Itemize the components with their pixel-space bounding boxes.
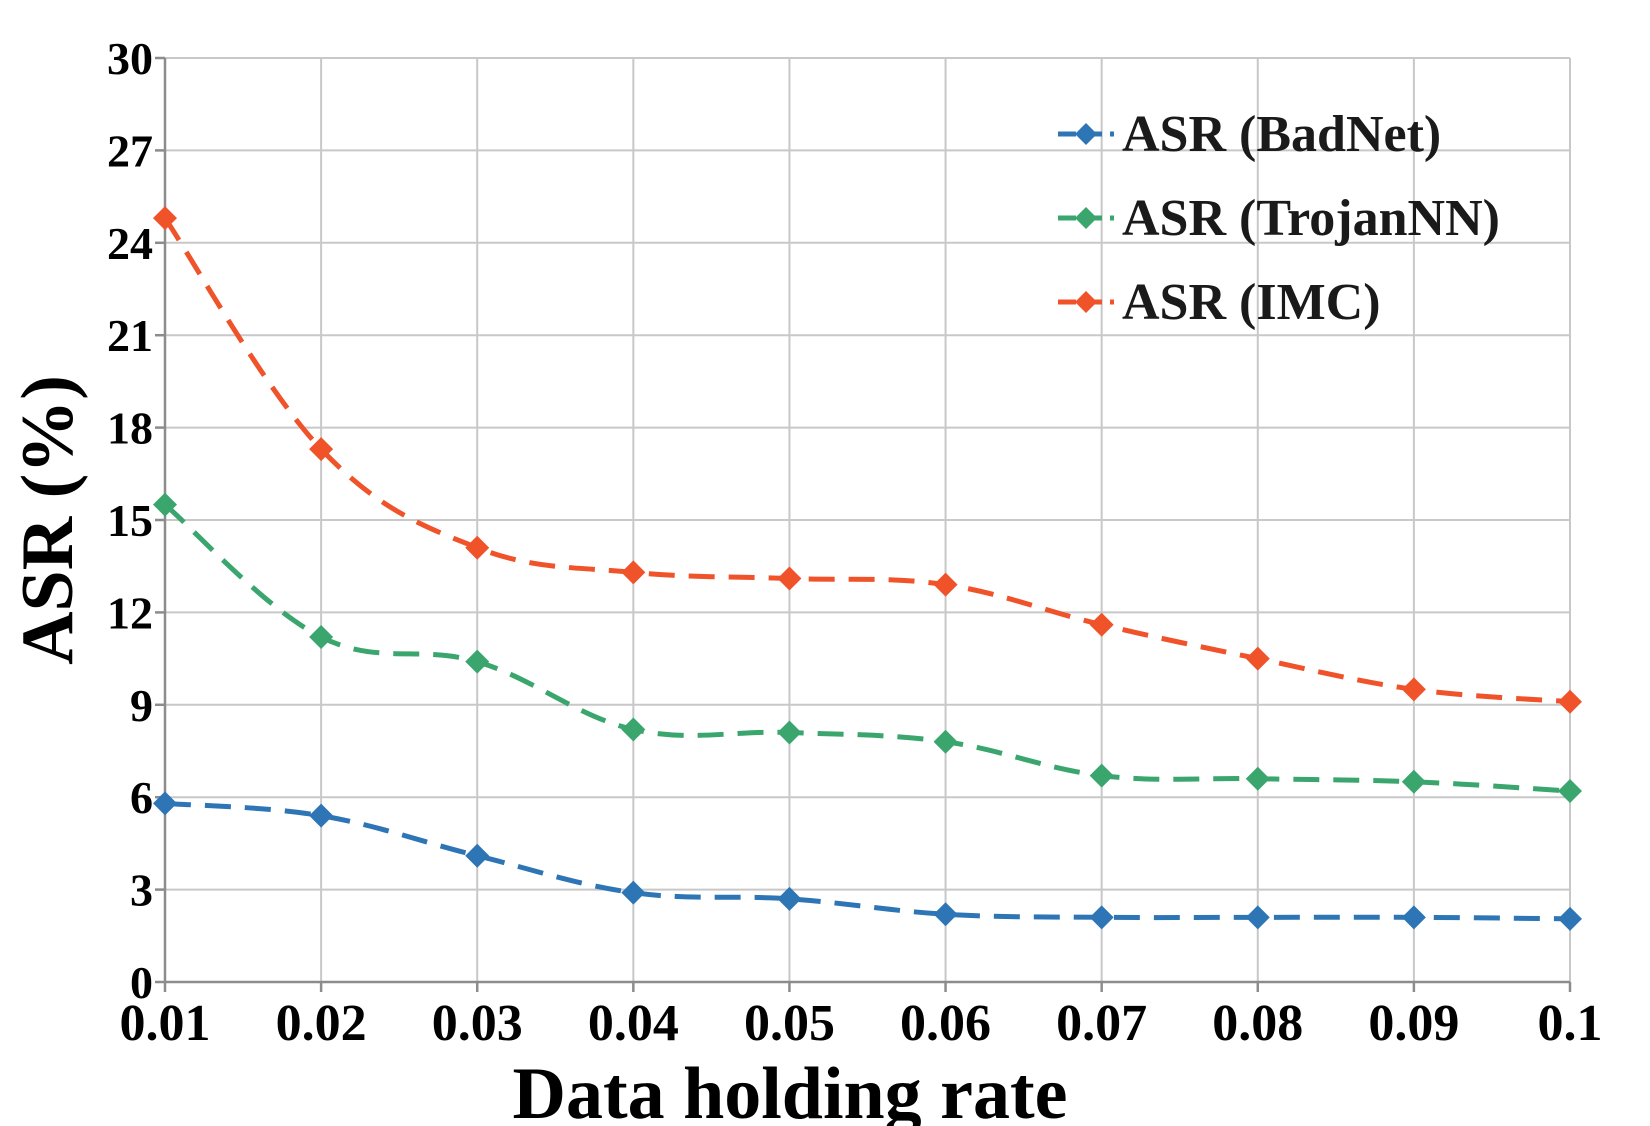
series-group bbox=[153, 206, 1582, 931]
data-point-asr-badnet bbox=[1401, 905, 1426, 930]
x-tick-label: 0.08 bbox=[1212, 995, 1303, 1052]
data-point-asr-trojannn bbox=[621, 717, 646, 742]
y-tick-label: 0 bbox=[130, 957, 153, 1008]
x-tick-label: 0.01 bbox=[120, 995, 211, 1052]
data-point-asr-badnet bbox=[1089, 905, 1114, 930]
data-point-asr-badnet bbox=[777, 886, 802, 911]
data-point-asr-imc bbox=[1245, 646, 1270, 671]
x-axis-title: Data holding rate bbox=[513, 1053, 1068, 1126]
data-point-asr-trojannn bbox=[1401, 769, 1426, 794]
series-asr-badnet bbox=[153, 791, 1582, 931]
series-asr-trojannn bbox=[153, 492, 1582, 804]
y-tick-label: 27 bbox=[107, 125, 153, 176]
data-point-asr-trojannn bbox=[1558, 779, 1582, 804]
legend-entry-asr-trojannn: ASR (TrojanNN) bbox=[1058, 190, 1500, 247]
data-point-asr-imc bbox=[777, 566, 802, 591]
x-tick-label: 0.06 bbox=[900, 995, 991, 1052]
x-tick-label: 0.1 bbox=[1538, 995, 1603, 1052]
y-tick-label: 12 bbox=[107, 587, 153, 638]
data-point-asr-imc bbox=[621, 560, 646, 585]
data-point-asr-imc bbox=[1089, 612, 1114, 637]
data-point-asr-imc bbox=[933, 572, 958, 597]
legend: ASR (BadNet) ASR (TrojanNN) ASR (IMC) bbox=[1058, 106, 1500, 331]
legend-entry-asr-imc: ASR (IMC) bbox=[1058, 274, 1381, 331]
series-asr-imc bbox=[153, 206, 1582, 714]
series-line-asr-imc bbox=[162, 216, 1571, 705]
series-line-asr-trojannn bbox=[163, 502, 1571, 794]
y-tick-label: 9 bbox=[130, 680, 153, 731]
x-tick-label: 0.04 bbox=[588, 995, 679, 1052]
data-point-asr-trojannn bbox=[309, 625, 334, 650]
data-point-asr-trojannn bbox=[1245, 766, 1270, 791]
data-point-asr-imc bbox=[153, 206, 177, 231]
y-axis-ticks: 0 3 6 9 12 15 18 21 24 27 30 bbox=[107, 33, 153, 1008]
y-tick-label: 6 bbox=[130, 772, 153, 823]
data-point-asr-badnet bbox=[153, 791, 177, 816]
data-point-asr-trojannn bbox=[777, 720, 802, 745]
legend-label: ASR (IMC) bbox=[1122, 274, 1381, 331]
y-tick-label: 21 bbox=[107, 310, 153, 361]
data-point-asr-imc bbox=[1558, 689, 1582, 714]
data-point-asr-badnet bbox=[1558, 906, 1582, 931]
legend-swatch-marker bbox=[1075, 123, 1097, 145]
data-point-asr-badnet bbox=[465, 843, 490, 868]
y-tick-label: 30 bbox=[107, 33, 153, 84]
grid-lines bbox=[165, 57, 1571, 982]
legend-swatch-marker bbox=[1075, 291, 1097, 313]
axes bbox=[155, 56, 1572, 992]
data-point-asr-badnet bbox=[309, 803, 334, 828]
y-tick-label: 18 bbox=[107, 403, 153, 454]
x-tick-label: 0.03 bbox=[432, 995, 523, 1052]
x-tick-label: 0.09 bbox=[1368, 995, 1459, 1052]
data-point-asr-trojannn bbox=[933, 729, 958, 754]
data-point-asr-trojannn bbox=[1089, 763, 1114, 788]
data-point-asr-badnet bbox=[933, 902, 958, 927]
x-tick-label: 0.05 bbox=[744, 995, 835, 1052]
data-point-asr-trojannn bbox=[153, 492, 177, 517]
data-point-asr-badnet bbox=[1245, 905, 1270, 930]
data-point-asr-imc bbox=[465, 535, 490, 560]
y-tick-label: 3 bbox=[130, 865, 153, 916]
y-axis-title: ASR (%) bbox=[7, 375, 89, 665]
data-point-asr-badnet bbox=[621, 880, 646, 905]
series-line-asr-badnet bbox=[164, 800, 1571, 922]
x-tick-label: 0.02 bbox=[276, 995, 367, 1052]
legend-swatch-marker bbox=[1075, 207, 1097, 229]
data-point-asr-imc bbox=[309, 437, 334, 462]
y-tick-label: 15 bbox=[107, 495, 153, 546]
data-point-asr-trojannn bbox=[465, 649, 490, 674]
y-tick-label: 24 bbox=[107, 218, 153, 269]
legend-label: ASR (TrojanNN) bbox=[1122, 190, 1500, 247]
data-point-asr-imc bbox=[1401, 677, 1426, 702]
legend-label: ASR (BadNet) bbox=[1122, 106, 1441, 163]
legend-entry-asr-badnet: ASR (BadNet) bbox=[1058, 106, 1441, 163]
x-axis-ticks: 0.01 0.02 0.03 0.04 0.05 0.06 0.07 0.08 0.09 0.1 bbox=[120, 995, 1603, 1052]
x-tick-label: 0.07 bbox=[1056, 995, 1147, 1052]
